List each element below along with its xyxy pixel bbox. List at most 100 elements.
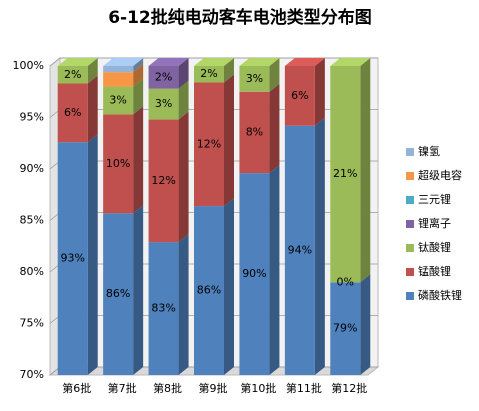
x-tick-label: 第9批 xyxy=(199,381,228,395)
bar-front xyxy=(239,66,270,92)
bar-segment xyxy=(103,58,144,73)
data-label: 21% xyxy=(333,167,357,180)
bar-front xyxy=(103,72,134,87)
bar-front xyxy=(148,66,179,89)
data-label: 93% xyxy=(60,252,84,265)
data-label: 10% xyxy=(106,157,130,170)
data-label: 12% xyxy=(197,137,221,150)
legend-label: 镍氢 xyxy=(418,144,440,158)
bar-side xyxy=(360,58,371,283)
bar-top xyxy=(148,58,189,66)
bar-side xyxy=(178,234,189,375)
bar-side xyxy=(360,274,371,375)
bar-segment xyxy=(194,74,234,207)
bar-side xyxy=(178,80,189,120)
bar-segment xyxy=(330,58,371,283)
bar-front xyxy=(284,66,315,126)
x-tick-label: 第12批 xyxy=(331,381,367,395)
bar-segment xyxy=(103,205,144,375)
x-tick-label: 第11批 xyxy=(286,381,322,395)
bar-side xyxy=(269,165,280,375)
bar-side xyxy=(87,58,98,84)
bar-segment xyxy=(194,198,234,375)
bar-front xyxy=(57,66,88,84)
bar-segment xyxy=(57,134,98,375)
bar-front xyxy=(194,206,224,375)
legend-swatch xyxy=(406,172,414,180)
data-label: 3% xyxy=(109,94,126,107)
bar-segment xyxy=(57,58,98,84)
legend-swatch xyxy=(406,244,414,252)
legend-swatch xyxy=(406,292,414,300)
bar-front xyxy=(284,125,315,376)
data-label: 3% xyxy=(246,72,263,85)
bar-top xyxy=(284,58,325,66)
bar-segment xyxy=(148,80,189,120)
legend-label: 磷酸铁锂 xyxy=(418,288,462,302)
bar-segment xyxy=(284,117,325,376)
bar-front xyxy=(239,91,270,174)
legend-label: 锂离子 xyxy=(418,216,451,230)
y-tick-label: 75% xyxy=(20,317,44,330)
bar-side xyxy=(314,58,325,126)
bar-front xyxy=(194,82,224,207)
y-tick-label: 70% xyxy=(20,368,44,381)
data-label: 79% xyxy=(333,322,357,335)
data-label: 86% xyxy=(106,287,130,300)
bar-side xyxy=(133,78,144,115)
bar-side xyxy=(87,134,98,375)
bar-front xyxy=(194,66,224,83)
bar-front xyxy=(330,282,361,375)
data-label: 2% xyxy=(200,67,217,80)
bar-side xyxy=(269,58,280,92)
bar-segment xyxy=(148,234,189,375)
bar-segment xyxy=(239,58,280,92)
bar-top xyxy=(330,58,371,66)
bar-segment xyxy=(148,111,189,243)
data-label: 94% xyxy=(288,243,312,256)
bar-side xyxy=(314,117,325,376)
bar-side xyxy=(269,83,280,174)
legend-swatch xyxy=(406,196,414,204)
bar-side xyxy=(224,74,234,207)
bar-segment xyxy=(148,58,189,89)
y-tick-label: 95% xyxy=(20,111,44,124)
bar-top xyxy=(194,58,234,66)
bar-top xyxy=(239,58,280,66)
legend-label: 锰酸锂 xyxy=(418,264,451,278)
bar-front xyxy=(148,119,179,243)
bar-top xyxy=(57,58,98,66)
bar-segment xyxy=(239,83,280,174)
bar-segment xyxy=(239,165,280,375)
legend-label: 超级电容 xyxy=(418,168,462,182)
data-label: 90% xyxy=(242,267,266,280)
bar-front xyxy=(148,88,179,120)
bar-front xyxy=(239,173,270,375)
y-tick-label: 85% xyxy=(20,214,44,227)
bar-segment xyxy=(284,58,325,126)
bar-side xyxy=(178,111,189,243)
bar-side xyxy=(133,205,144,375)
bar-front xyxy=(103,213,134,375)
x-tick-label: 第10批 xyxy=(240,381,276,395)
bar-segment xyxy=(194,58,234,83)
bar-segment xyxy=(103,106,144,214)
y-tick-label: 80% xyxy=(20,265,44,278)
bar-side xyxy=(133,106,144,214)
data-label: 86% xyxy=(197,284,221,297)
bar-front xyxy=(57,142,88,375)
x-tick-label: 第7批 xyxy=(108,381,137,395)
bar-side xyxy=(224,58,234,83)
bar-side xyxy=(224,198,234,375)
data-label: 2% xyxy=(64,68,81,81)
data-label: 3% xyxy=(155,97,172,110)
x-tick-label: 第8批 xyxy=(153,381,182,395)
bar-front xyxy=(103,86,134,115)
bar-segment xyxy=(103,64,144,87)
bar-segment xyxy=(103,78,144,115)
bar-front xyxy=(103,114,134,214)
legend-swatch xyxy=(406,268,414,276)
bar-front xyxy=(148,242,179,375)
bar-side xyxy=(178,58,189,89)
bar-side xyxy=(133,64,144,87)
